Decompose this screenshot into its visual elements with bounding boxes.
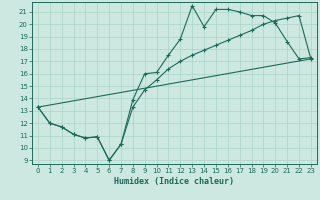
X-axis label: Humidex (Indice chaleur): Humidex (Indice chaleur) xyxy=(115,177,234,186)
